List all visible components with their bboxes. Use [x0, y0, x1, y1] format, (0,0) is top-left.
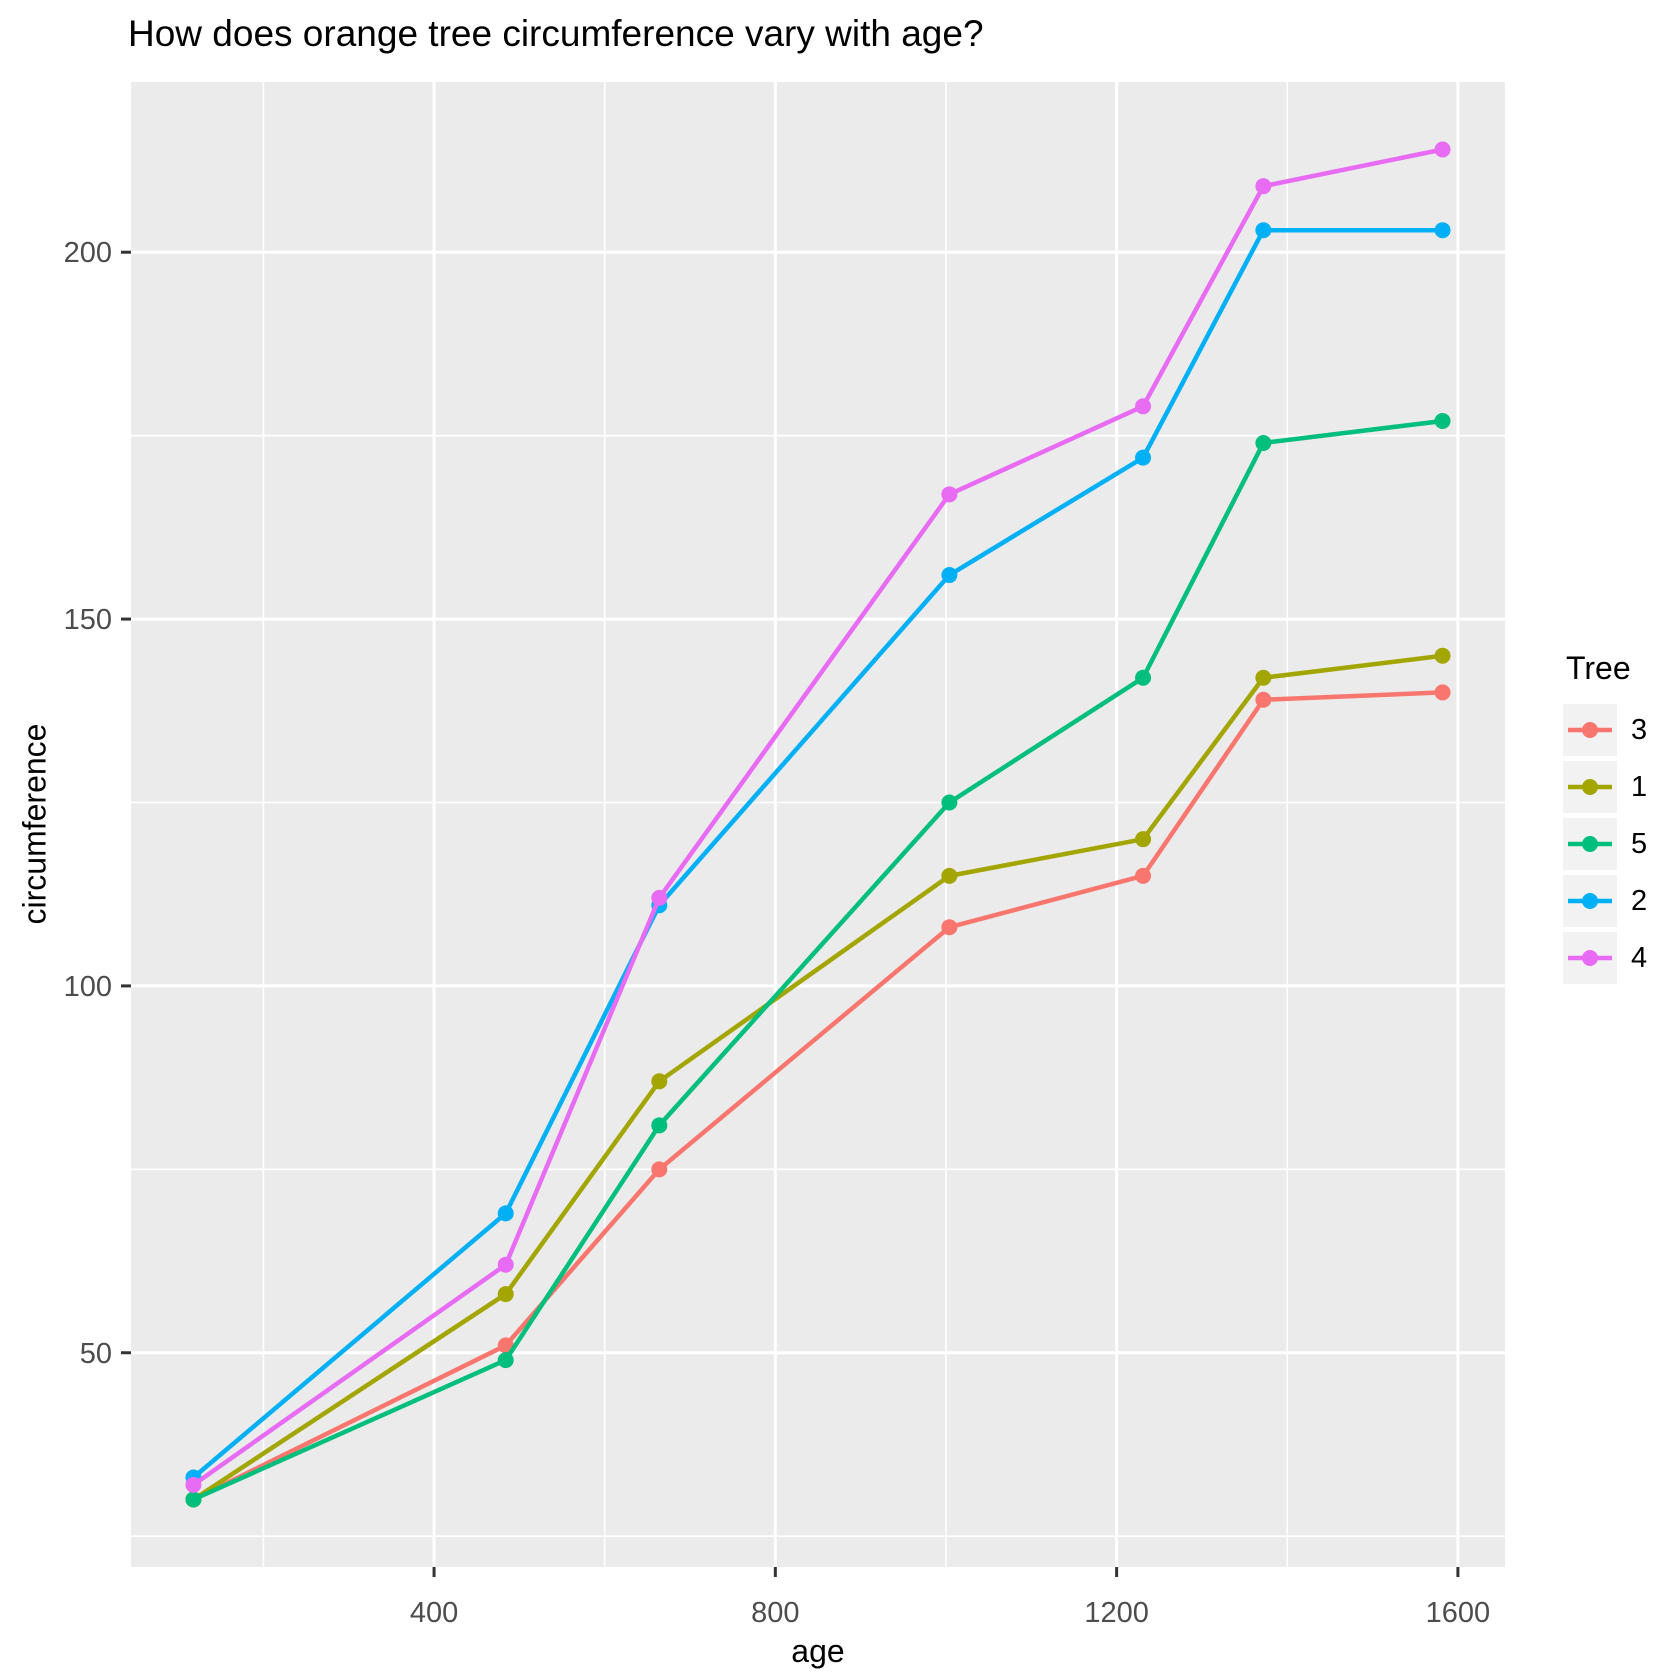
data-point-tree-4 [1255, 178, 1272, 195]
x-tick-label: 400 [410, 1597, 458, 1629]
data-point-tree-5 [1434, 412, 1451, 429]
legend-title: Tree [1566, 650, 1631, 686]
data-point-tree-5 [185, 1491, 202, 1508]
panel-background [131, 82, 1505, 1567]
x-axis-title: age [791, 1633, 845, 1669]
legend-label: 5 [1631, 827, 1648, 860]
data-point-tree-4 [1434, 141, 1451, 158]
legend-key-icon [1563, 704, 1617, 756]
legend-item-tree-3: 3 [1563, 704, 1647, 756]
y-tick-label: 100 [64, 971, 112, 1003]
data-point-tree-5 [1135, 669, 1152, 686]
legend-label: 1 [1631, 770, 1648, 803]
legend: Tree 3 1 5 2 4 [1563, 650, 1647, 989]
plot-title: How does orange tree circumference vary … [128, 13, 984, 54]
legend-label: 3 [1631, 713, 1648, 746]
data-point-tree-1 [1135, 831, 1152, 848]
data-point-tree-3 [1255, 691, 1272, 708]
y-tick-label: 200 [64, 237, 112, 269]
data-point-tree-1 [1434, 647, 1451, 664]
data-point-tree-5 [497, 1352, 514, 1369]
data-point-tree-3 [1434, 684, 1451, 701]
legend-key-icon [1563, 875, 1617, 927]
data-point-tree-2 [1135, 449, 1152, 466]
x-tick-label: 800 [751, 1597, 799, 1629]
data-point-tree-3 [1135, 867, 1152, 884]
data-point-tree-1 [1255, 669, 1272, 686]
data-point-tree-1 [497, 1286, 514, 1303]
legend-item-tree-5: 5 [1563, 818, 1647, 870]
data-point-tree-4 [185, 1476, 202, 1493]
legend-item-tree-4: 4 [1563, 932, 1647, 984]
y-tick-label: 50 [80, 1338, 112, 1370]
y-tick-label: 150 [64, 604, 112, 636]
data-point-tree-5 [1255, 434, 1272, 451]
data-point-tree-2 [941, 567, 958, 584]
x-tick-label: 1200 [1084, 1597, 1149, 1629]
data-point-tree-4 [497, 1256, 514, 1273]
data-point-tree-3 [941, 919, 958, 936]
data-point-tree-2 [497, 1205, 514, 1222]
data-point-tree-4 [941, 486, 958, 503]
legend-items: 3 1 5 2 4 [1563, 704, 1647, 984]
y-axis-title: circumference [16, 723, 53, 925]
data-point-tree-2 [1434, 222, 1451, 239]
legend-label: 2 [1631, 884, 1648, 917]
legend-key-icon [1563, 932, 1617, 984]
data-point-tree-3 [497, 1337, 514, 1354]
data-point-tree-1 [941, 867, 958, 884]
legend-key-icon [1563, 761, 1617, 813]
data-point-tree-4 [651, 889, 668, 906]
legend-key-icon [1563, 818, 1617, 870]
data-point-tree-2 [1255, 222, 1272, 239]
legend-label: 4 [1631, 941, 1648, 974]
data-point-tree-4 [1135, 398, 1152, 415]
data-point-tree-5 [941, 794, 958, 811]
x-tick-label: 1600 [1426, 1597, 1491, 1629]
legend-item-tree-1: 1 [1563, 761, 1647, 813]
legend-item-tree-2: 2 [1563, 875, 1647, 927]
data-point-tree-1 [651, 1073, 668, 1090]
data-point-tree-3 [651, 1161, 668, 1178]
data-point-tree-5 [651, 1117, 668, 1134]
